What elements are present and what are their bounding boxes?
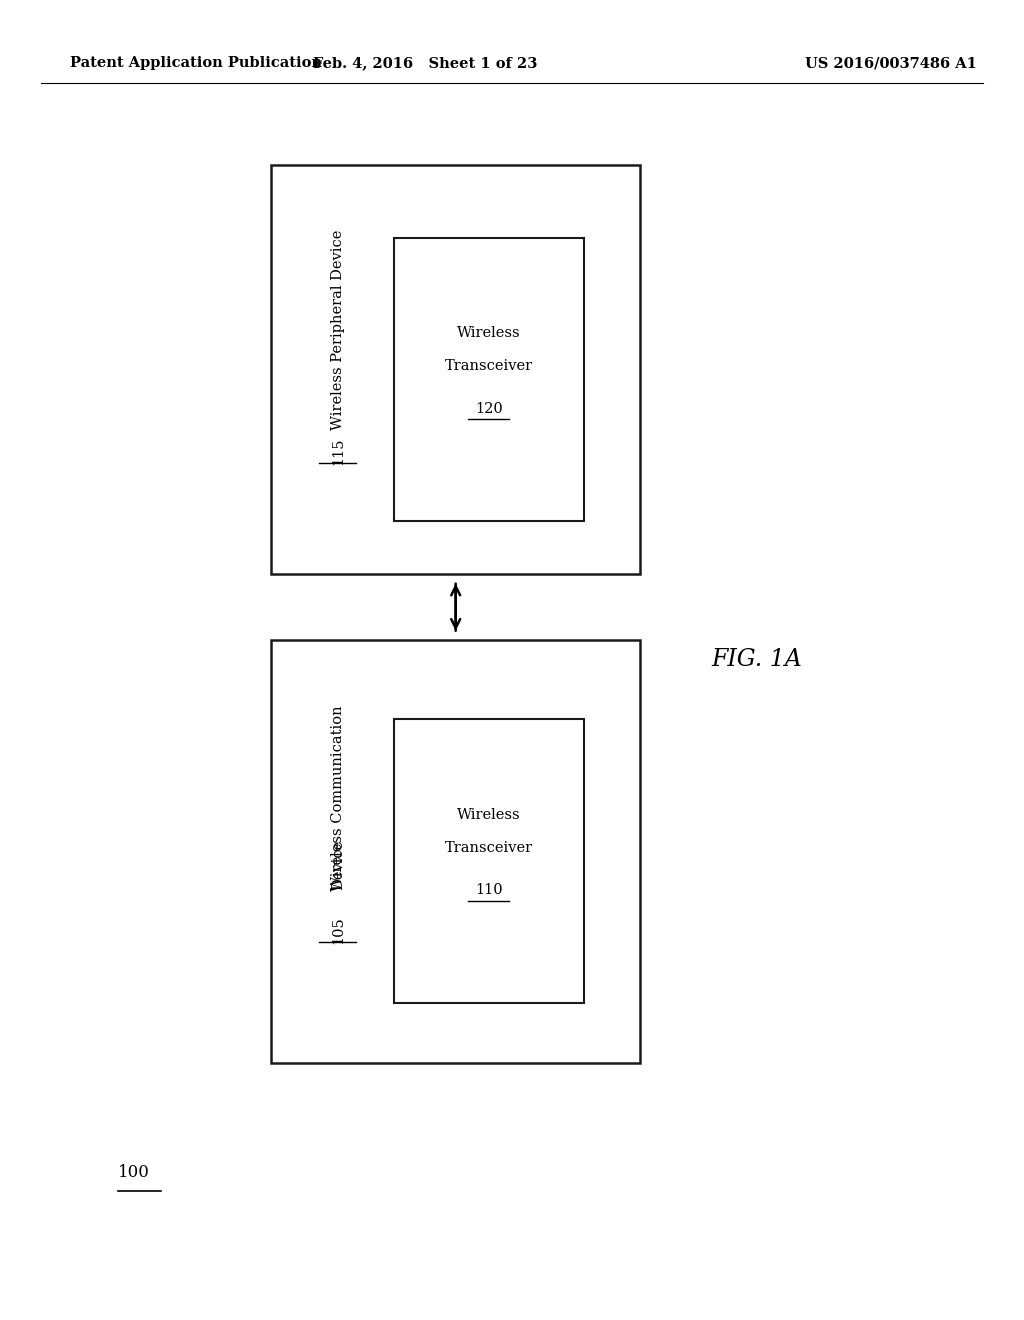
Text: Wireless: Wireless: [457, 808, 521, 822]
Text: Device: Device: [331, 840, 345, 890]
Bar: [394, 719, 584, 1003]
Bar: [271, 165, 640, 574]
Text: Transceiver: Transceiver: [444, 359, 534, 374]
Text: FIG. 1A: FIG. 1A: [712, 648, 803, 672]
Text: Feb. 4, 2016   Sheet 1 of 23: Feb. 4, 2016 Sheet 1 of 23: [312, 57, 538, 70]
Text: Wireless Communication: Wireless Communication: [331, 706, 345, 891]
Text: Transceiver: Transceiver: [444, 841, 534, 855]
Text: Wireless Peripheral Device: Wireless Peripheral Device: [331, 230, 345, 430]
Text: 100: 100: [118, 1164, 150, 1181]
Text: 120: 120: [475, 401, 503, 416]
Text: US 2016/0037486 A1: US 2016/0037486 A1: [805, 57, 977, 70]
Text: Patent Application Publication: Patent Application Publication: [70, 57, 322, 70]
Text: 115: 115: [331, 438, 345, 465]
Bar: [271, 640, 640, 1063]
Text: 110: 110: [475, 883, 503, 898]
Text: 105: 105: [331, 916, 345, 945]
Text: Wireless: Wireless: [457, 326, 521, 341]
Bar: [394, 238, 584, 521]
